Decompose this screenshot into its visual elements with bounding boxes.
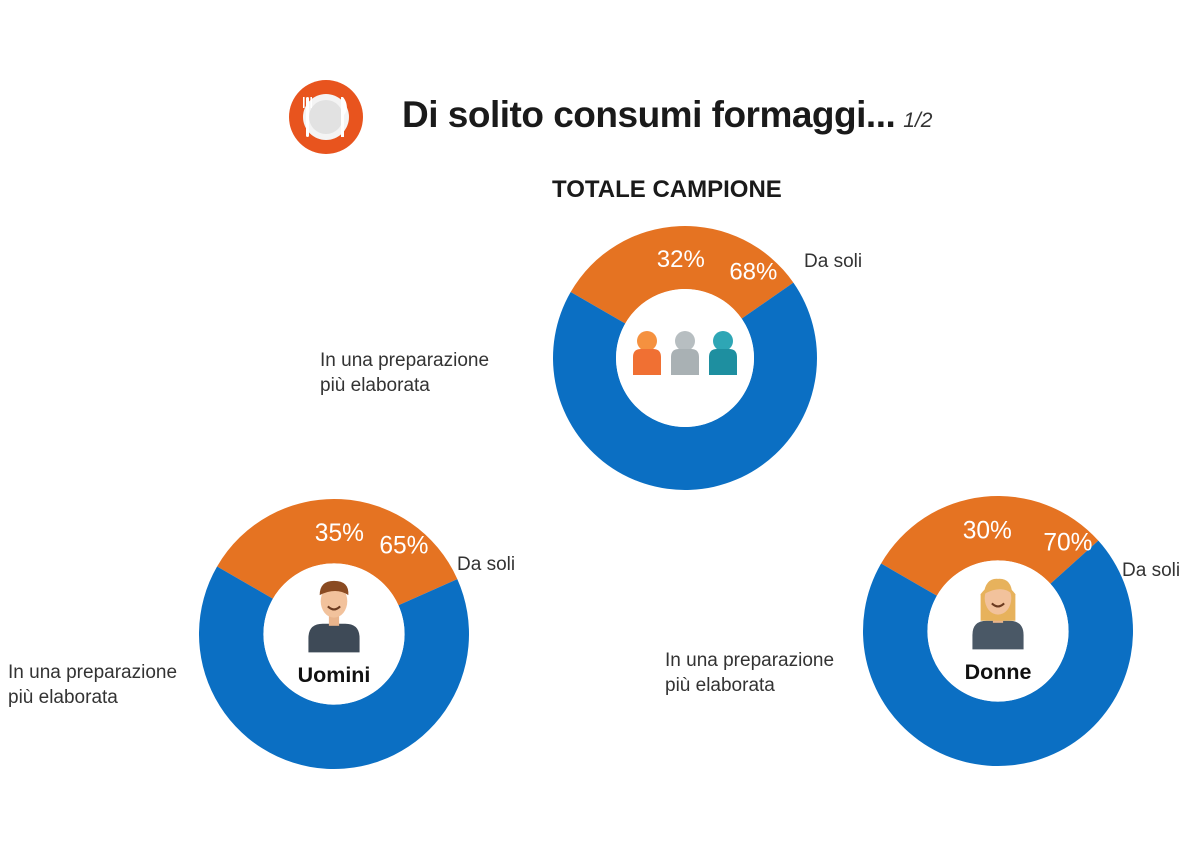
pct-label-preparazione-totale: 32% [657, 246, 705, 273]
label-preparazione-line1: In una preparazione [665, 650, 835, 671]
pct-label-preparazione-uomini: 35% [315, 520, 364, 547]
chart-subtitle-totale: TOTALE CAMPIONE [552, 176, 782, 203]
label-preparazione-line2: più elaborata [665, 675, 775, 696]
center-label-donne: Donne [965, 660, 1032, 684]
pct-label-da-soli-totale: 68% [729, 259, 777, 286]
label-preparazione-totale: In una preparazione più elaborata [320, 348, 489, 398]
woman-avatar-icon [972, 578, 1024, 650]
label-preparazione-line2: più elaborata [8, 687, 118, 708]
label-preparazione-line1: In una preparazione [320, 350, 490, 371]
label-preparazione-uomini: In una preparazione più elaborata [8, 660, 177, 710]
person-orange-icon [633, 331, 661, 375]
person-grey-icon [671, 331, 699, 375]
label-da-soli-totale: Da soli [804, 251, 863, 272]
plate-fork-knife-icon [289, 80, 363, 154]
page-indicator: 1/2 [903, 109, 933, 132]
page-title: Di solito consumi formaggi... 1/2 [402, 94, 932, 136]
pct-label-da-soli-donne: 70% [1043, 530, 1092, 557]
donut-chart-donne: 30% 70% Donne [863, 496, 1133, 766]
label-da-soli-donne: Da soli [1122, 560, 1181, 581]
label-da-soli-uomini: Da soli [457, 554, 516, 575]
man-avatar-icon [308, 580, 360, 653]
segment-da-soli-donne [863, 540, 1133, 766]
pct-label-preparazione-donne: 30% [963, 517, 1012, 544]
person-teal-icon [709, 331, 737, 375]
label-preparazione-donne: In una preparazione più elaborata [665, 648, 834, 698]
segment-preparazione-totale [570, 226, 794, 324]
center-label-uomini: Uomini [298, 663, 371, 687]
label-preparazione-line2: più elaborata [320, 375, 430, 396]
pct-label-da-soli-uomini: 65% [379, 533, 428, 560]
donut-chart-uomini: 35% 65% Uomini [199, 499, 469, 769]
segment-da-soli-uomini [199, 566, 469, 769]
people-group-icon [633, 331, 737, 375]
title-text: Di solito consumi formaggi... [402, 94, 896, 135]
label-preparazione-line1: In una preparazione [8, 662, 178, 683]
segment-da-soli-totale [553, 282, 817, 490]
segment-preparazione-uomini [217, 499, 458, 606]
donut-chart-totale: 32% 68% [553, 226, 817, 490]
segment-preparazione-donne [881, 496, 1099, 596]
